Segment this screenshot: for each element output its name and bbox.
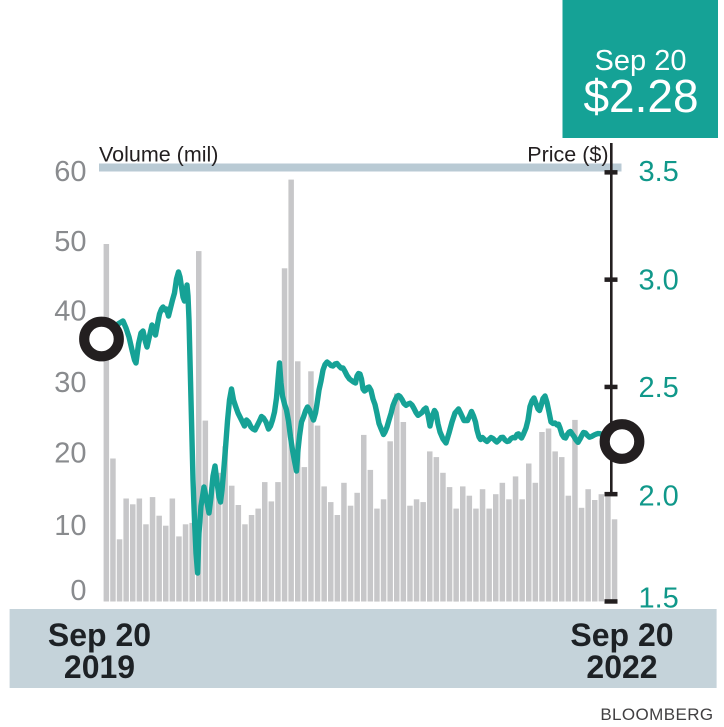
svg-text:10: 10	[54, 510, 86, 542]
svg-text:50: 50	[54, 226, 86, 258]
svg-text:Sep 20: Sep 20	[570, 617, 673, 653]
svg-text:60: 60	[54, 156, 86, 188]
svg-text:2.0: 2.0	[639, 481, 679, 513]
svg-text:$2.28: $2.28	[583, 70, 698, 122]
svg-text:Volume (mil): Volume (mil)	[99, 143, 218, 167]
svg-text:BLOOMBERG: BLOOMBERG	[600, 705, 713, 724]
svg-text:3.0: 3.0	[639, 265, 679, 297]
svg-text:2019: 2019	[64, 649, 135, 685]
svg-text:2.5: 2.5	[639, 372, 679, 404]
svg-text:Sep 20: Sep 20	[595, 45, 687, 77]
svg-text:Price ($): Price ($)	[527, 143, 608, 167]
svg-text:20: 20	[54, 437, 86, 469]
svg-text:40: 40	[54, 295, 86, 327]
svg-text:0: 0	[70, 575, 86, 607]
svg-text:Sep 20: Sep 20	[48, 617, 151, 653]
svg-text:30: 30	[54, 367, 86, 399]
svg-text:2022: 2022	[586, 649, 657, 685]
svg-text:3.5: 3.5	[639, 156, 679, 188]
